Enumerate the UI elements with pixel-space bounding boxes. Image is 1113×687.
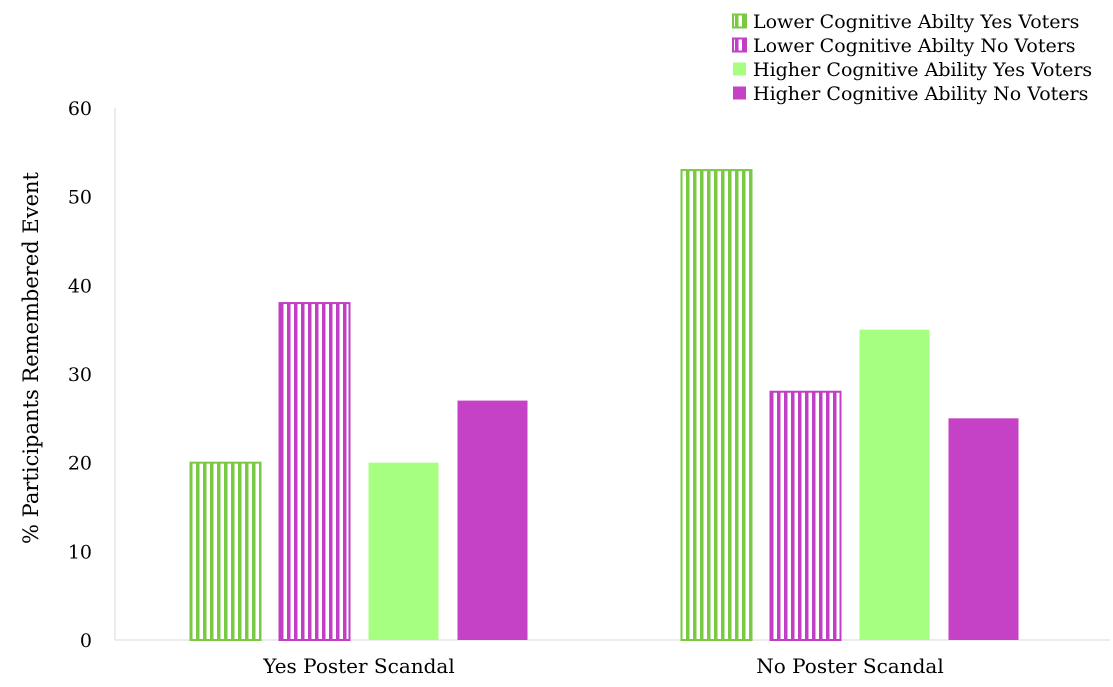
axes: 0 10 20 30 40 50 60 Yes Poster Scandal No Poster… [68, 98, 1110, 678]
y-tick-label: 50 [68, 187, 92, 209]
y-tick-label: 30 [68, 364, 92, 386]
y-tick-label: 60 [68, 98, 92, 120]
legend-label-2: Lower Cognitive Abilty No Voters [753, 35, 1076, 57]
bars [189, 169, 1019, 641]
bar-2-no-poster [769, 390, 842, 641]
bar-3-no-poster [859, 329, 930, 640]
x-tick-label: No Poster Scandal [756, 654, 943, 678]
bar-3-yes-poster [368, 462, 439, 640]
bar-1-yes-poster [189, 461, 262, 641]
legend-swatch-4 [733, 86, 746, 100]
bar-1-no-poster [680, 169, 753, 641]
bar-2-yes-poster [278, 302, 351, 641]
bar-4-yes-poster [457, 400, 528, 640]
y-tick-label: 20 [68, 453, 92, 475]
y-tick-label: 10 [68, 541, 92, 563]
legend-swatch-1 [732, 13, 747, 29]
bar-4-no-poster [948, 418, 1019, 640]
legend-swatch-2 [732, 37, 747, 53]
legend-label-4: Higher Cognitive Ability No Voters [753, 83, 1088, 105]
y-tick-label: 0 [80, 630, 92, 652]
x-tick-label: Yes Poster Scandal [262, 654, 455, 678]
legend-swatch-3 [733, 62, 746, 76]
y-axis-title: % Participants Remembered Event [19, 171, 43, 543]
y-tick-label: 40 [68, 275, 92, 297]
legend-label-3: Higher Cognitive Ability Yes Voters [753, 59, 1092, 81]
legend-label-1: Lower Cognitive Abilty Yes Voters [753, 11, 1079, 33]
